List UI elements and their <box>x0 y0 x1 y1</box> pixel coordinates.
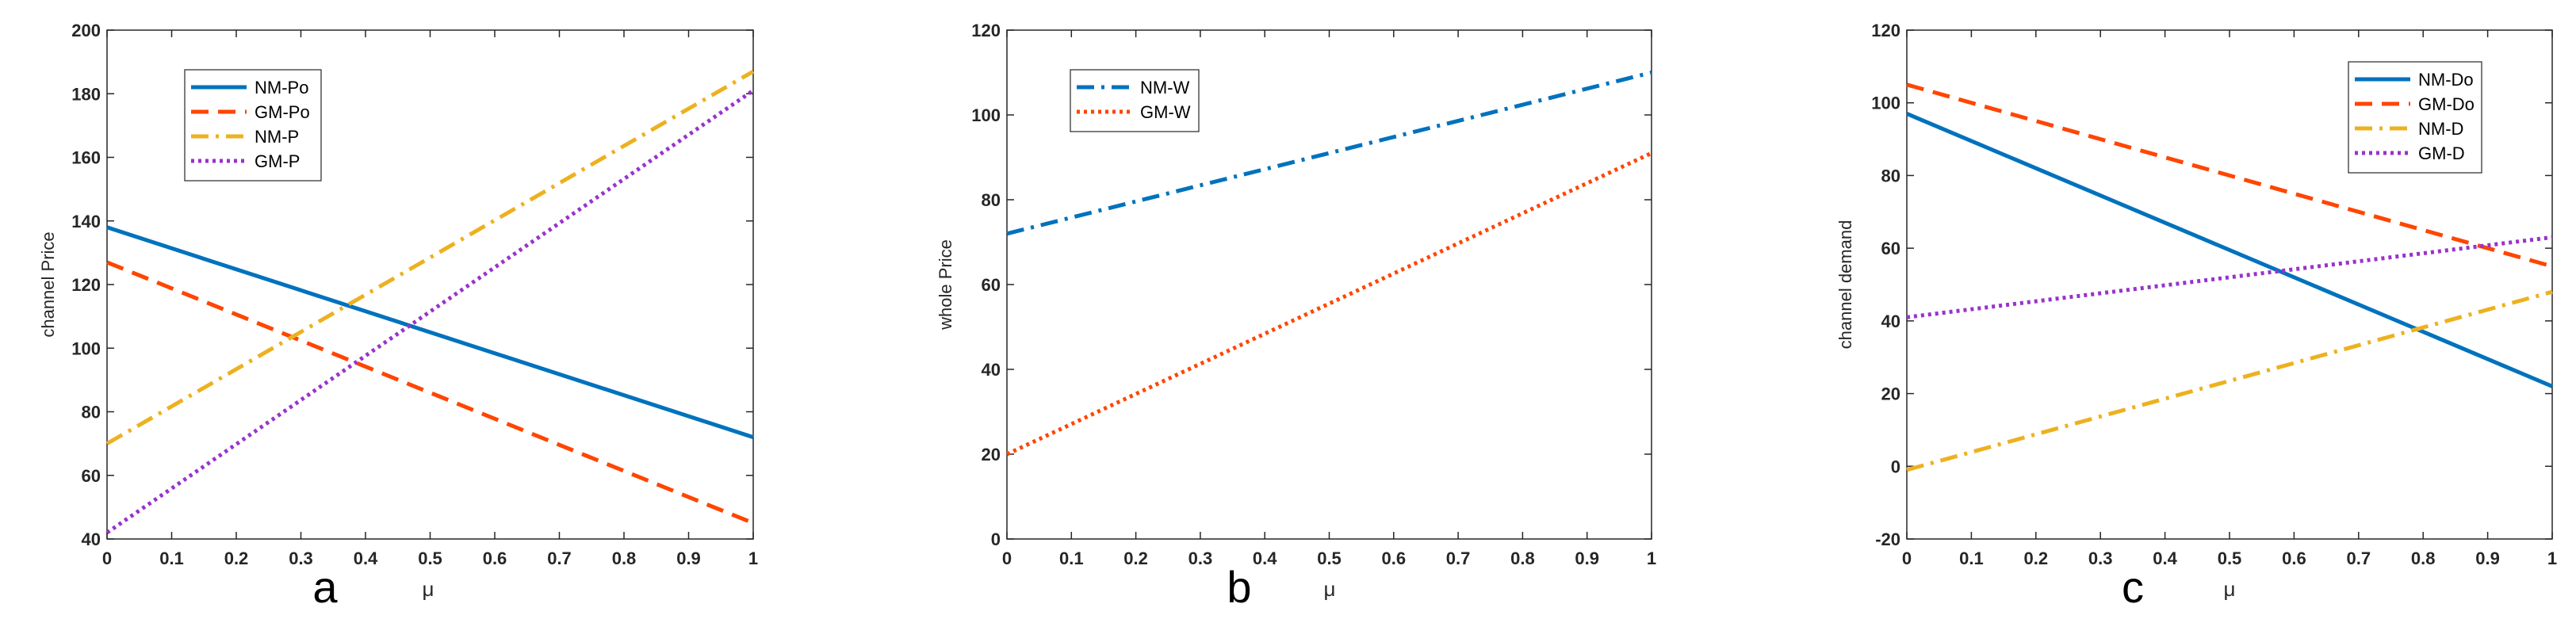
x-tick-label: 0.2 <box>1123 548 1148 568</box>
x-tick-label: 0.5 <box>2218 548 2242 568</box>
y-tick-label: 60 <box>982 275 1001 295</box>
x-tick-label: 0.5 <box>1317 548 1342 568</box>
y-axis-label: channel demand <box>1835 220 1855 350</box>
x-tick-label: 1 <box>748 548 758 568</box>
x-tick-label: 0.9 <box>1575 548 1599 568</box>
x-tick-label: 0.8 <box>2411 548 2436 568</box>
y-tick-label: 40 <box>982 360 1001 380</box>
series-line-gm-p <box>105 89 755 535</box>
y-tick-label: 100 <box>1871 94 1900 113</box>
y-tick-label: 60 <box>82 466 101 486</box>
x-tick-label: 0.6 <box>483 548 507 568</box>
legend-label: GM-Do <box>2418 94 2475 114</box>
y-tick-label: 120 <box>971 21 1001 40</box>
x-tick-label: 0.8 <box>612 548 637 568</box>
x-tick-label: 0.9 <box>2475 548 2500 568</box>
x-tick-label: 0.4 <box>354 548 378 568</box>
y-tick-label: 140 <box>71 212 101 231</box>
series-line-gm-d <box>1906 235 2553 319</box>
x-tick-label: 0.1 <box>1959 548 1984 568</box>
x-tick-label: 0.7 <box>547 548 572 568</box>
x-tick-label: 0.7 <box>1446 548 1471 568</box>
x-tick-label: 0.9 <box>676 548 701 568</box>
x-tick-label: 0.4 <box>2153 548 2177 568</box>
x-tick-label: 1 <box>1647 548 1656 568</box>
chart-panel-a: 0 0.1 0.2 0.3 0.4 0.5 0.6 0.7 0.8 0.9 140608010012… <box>38 21 758 612</box>
legend-label: NM-D <box>2418 119 2463 139</box>
legend-box <box>1070 69 1200 132</box>
legend-label: NM-W <box>1140 78 1190 97</box>
y-tick-label: 80 <box>1881 166 1900 185</box>
legend-label: GM-D <box>2418 143 2465 163</box>
chart-panel-c: 0 0.1 0.2 0.3 0.4 0.5 0.6 0.7 0.8 0.9 1-2002040608… <box>1835 21 2557 612</box>
series-line-gm-po <box>106 260 754 526</box>
y-tick-label: 180 <box>71 84 101 104</box>
y-tick-label: 200 <box>71 21 101 40</box>
x-tick-label: 0.1 <box>159 548 184 568</box>
series-line-nm-w <box>1006 71 1652 236</box>
x-tick-label: 0.2 <box>224 548 249 568</box>
legend-label: NM-Po <box>255 78 308 97</box>
y-tick-label: 0 <box>991 529 1001 549</box>
x-tick-label: 0.3 <box>1188 548 1213 568</box>
y-tick-label: 40 <box>82 529 101 549</box>
series-line-nm-do <box>1906 112 2553 388</box>
series-line-gm-do <box>1906 82 2553 269</box>
legend-label: GM-W <box>1140 102 1191 122</box>
panel-letter: a <box>312 562 338 612</box>
series-line-nm-d <box>1906 289 2553 472</box>
x-axis-label: μ <box>423 577 434 601</box>
y-tick-label: 80 <box>82 403 101 422</box>
series-line-nm-po <box>106 225 754 439</box>
legend-label: GM-P <box>255 151 300 171</box>
y-axis-label: channel Price <box>38 231 58 337</box>
y-tick-label: 100 <box>71 338 101 358</box>
y-tick-label: 20 <box>982 445 1001 464</box>
x-tick-label: 0 <box>102 548 112 568</box>
chart-panel-b: 0 0.1 0.2 0.3 0.4 0.5 0.6 0.7 0.8 0.9 1 0 20 40 60 80 10… <box>936 21 1656 612</box>
y-tick-label: 160 <box>71 148 101 168</box>
y-tick-label: 80 <box>982 190 1001 210</box>
legend-label: NM-P <box>255 127 299 147</box>
x-tick-label: 0.4 <box>1253 548 1277 568</box>
x-tick-label: 0.3 <box>289 548 313 568</box>
y-tick-label: 100 <box>971 105 1001 125</box>
x-tick-label: 1 <box>2547 548 2557 568</box>
x-axis-label: μ <box>1324 577 1336 601</box>
y-tick-label: 120 <box>71 275 101 295</box>
panel-letter: b <box>1227 562 1251 612</box>
y-tick-label: 40 <box>1881 312 1900 331</box>
x-tick-label: 0.5 <box>418 548 442 568</box>
y-axis-label: whole Price <box>936 239 955 331</box>
x-tick-label: 0.6 <box>1382 548 1407 568</box>
y-tick-label: 60 <box>1881 239 1900 258</box>
x-tick-label: 0.6 <box>2282 548 2306 568</box>
x-tick-label: 0.1 <box>1059 548 1084 568</box>
x-tick-label: 0.2 <box>2024 548 2049 568</box>
y-tick-label: 120 <box>1871 21 1900 40</box>
x-tick-label: 0.3 <box>2088 548 2113 568</box>
x-tick-label: 0.7 <box>2347 548 2371 568</box>
series-line-gm-w <box>1005 151 1653 457</box>
x-tick-label: 0 <box>1902 548 1912 568</box>
legend-label: NM-Do <box>2418 70 2474 90</box>
x-tick-label: 0.8 <box>1510 548 1535 568</box>
panel-letter: c <box>2122 562 2144 612</box>
x-tick-label: 0 <box>1002 548 1012 568</box>
y-tick-label: 20 <box>1881 384 1900 404</box>
x-axis-label: μ <box>2224 577 2236 601</box>
y-tick-label: -20 <box>1875 529 1900 549</box>
y-tick-label: 0 <box>1891 457 1900 476</box>
legend-label: GM-Po <box>255 102 310 122</box>
